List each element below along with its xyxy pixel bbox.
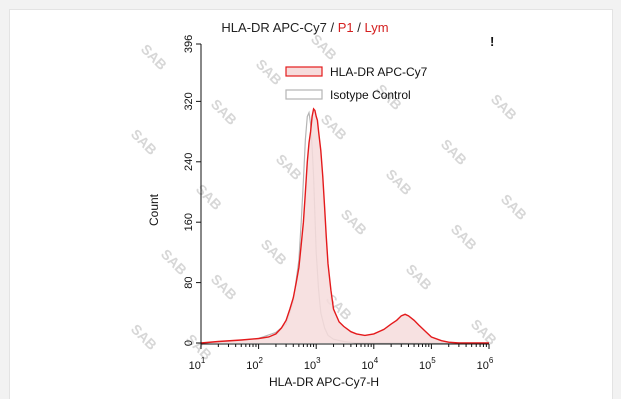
- title-part-4: Lym: [364, 20, 388, 35]
- legend-label-hla-dr: HLA-DR APC-Cy7: [330, 65, 428, 79]
- y-axis-label: Count: [147, 193, 161, 226]
- chart-title: HLA-DR APC-Cy7 / P1 / Lym: [221, 20, 388, 35]
- watermark-text: SAB: [193, 181, 225, 213]
- watermark-text: SAB: [258, 236, 290, 268]
- legend-swatch-hla-dr: [285, 66, 323, 77]
- y-tick-label: 80: [183, 276, 195, 288]
- x-tick-label: 103: [304, 356, 321, 372]
- legend-label-isotype: Isotype Control: [330, 88, 411, 102]
- y-tick-label: 320: [183, 92, 195, 110]
- y-tick-label: 396: [183, 35, 195, 53]
- x-tick-label: 101: [189, 356, 206, 372]
- watermark-text: SAB: [498, 191, 530, 223]
- watermark-text: SAB: [448, 221, 480, 253]
- x-tick-label: 105: [419, 356, 436, 372]
- title-part-0: HLA-DR APC-Cy7: [221, 20, 326, 35]
- title-part-2: P1: [338, 20, 354, 35]
- x-tick-label: 104: [361, 356, 378, 372]
- watermark-text: SAB: [438, 136, 470, 168]
- y-tick-label: 0: [183, 340, 195, 346]
- x-tick-label: 106: [477, 356, 494, 372]
- corner-mark: !: [490, 34, 494, 49]
- watermark-text: SAB: [383, 166, 415, 198]
- watermark-text: SAB: [338, 206, 370, 238]
- watermark-text: SAB: [208, 96, 240, 128]
- watermark-text: SAB: [318, 111, 350, 143]
- watermark-text: SAB: [158, 246, 190, 278]
- plot-area: 0 80 160 240 320 396 101 102 103 104 105 106: [183, 35, 494, 372]
- watermark-text: SAB: [308, 31, 340, 63]
- chart-panel: SAB SAB SAB SAB SAB SAB SAB SAB SAB SAB SAB SAB SAB S…: [9, 9, 613, 399]
- title-part-3: /: [354, 20, 365, 35]
- watermark-text: SAB: [128, 321, 160, 353]
- watermark-text: SAB: [488, 91, 520, 123]
- series-line-0: [200, 107, 489, 344]
- title-part-1: /: [327, 20, 338, 35]
- watermark-text: SAB: [253, 56, 285, 88]
- watermark-text: SAB: [128, 126, 160, 158]
- watermark-text: SAB: [208, 271, 240, 303]
- watermark-text: SAB: [273, 151, 305, 183]
- legend: HLA-DR APC-Cy7 Isotype Control: [285, 65, 428, 102]
- legend-swatch-isotype: [285, 89, 323, 100]
- x-axis-label: HLA-DR APC-Cy7-H: [269, 375, 379, 389]
- y-tick-label: 240: [183, 153, 195, 171]
- y-tick-label: 160: [183, 213, 195, 231]
- histogram-chart: SAB SAB SAB SAB SAB SAB SAB SAB SAB SAB SAB SAB SAB S…: [128, 20, 530, 389]
- x-tick-label: 102: [246, 356, 263, 372]
- watermark-text: SAB: [403, 261, 435, 293]
- watermark-text: SAB: [138, 41, 170, 73]
